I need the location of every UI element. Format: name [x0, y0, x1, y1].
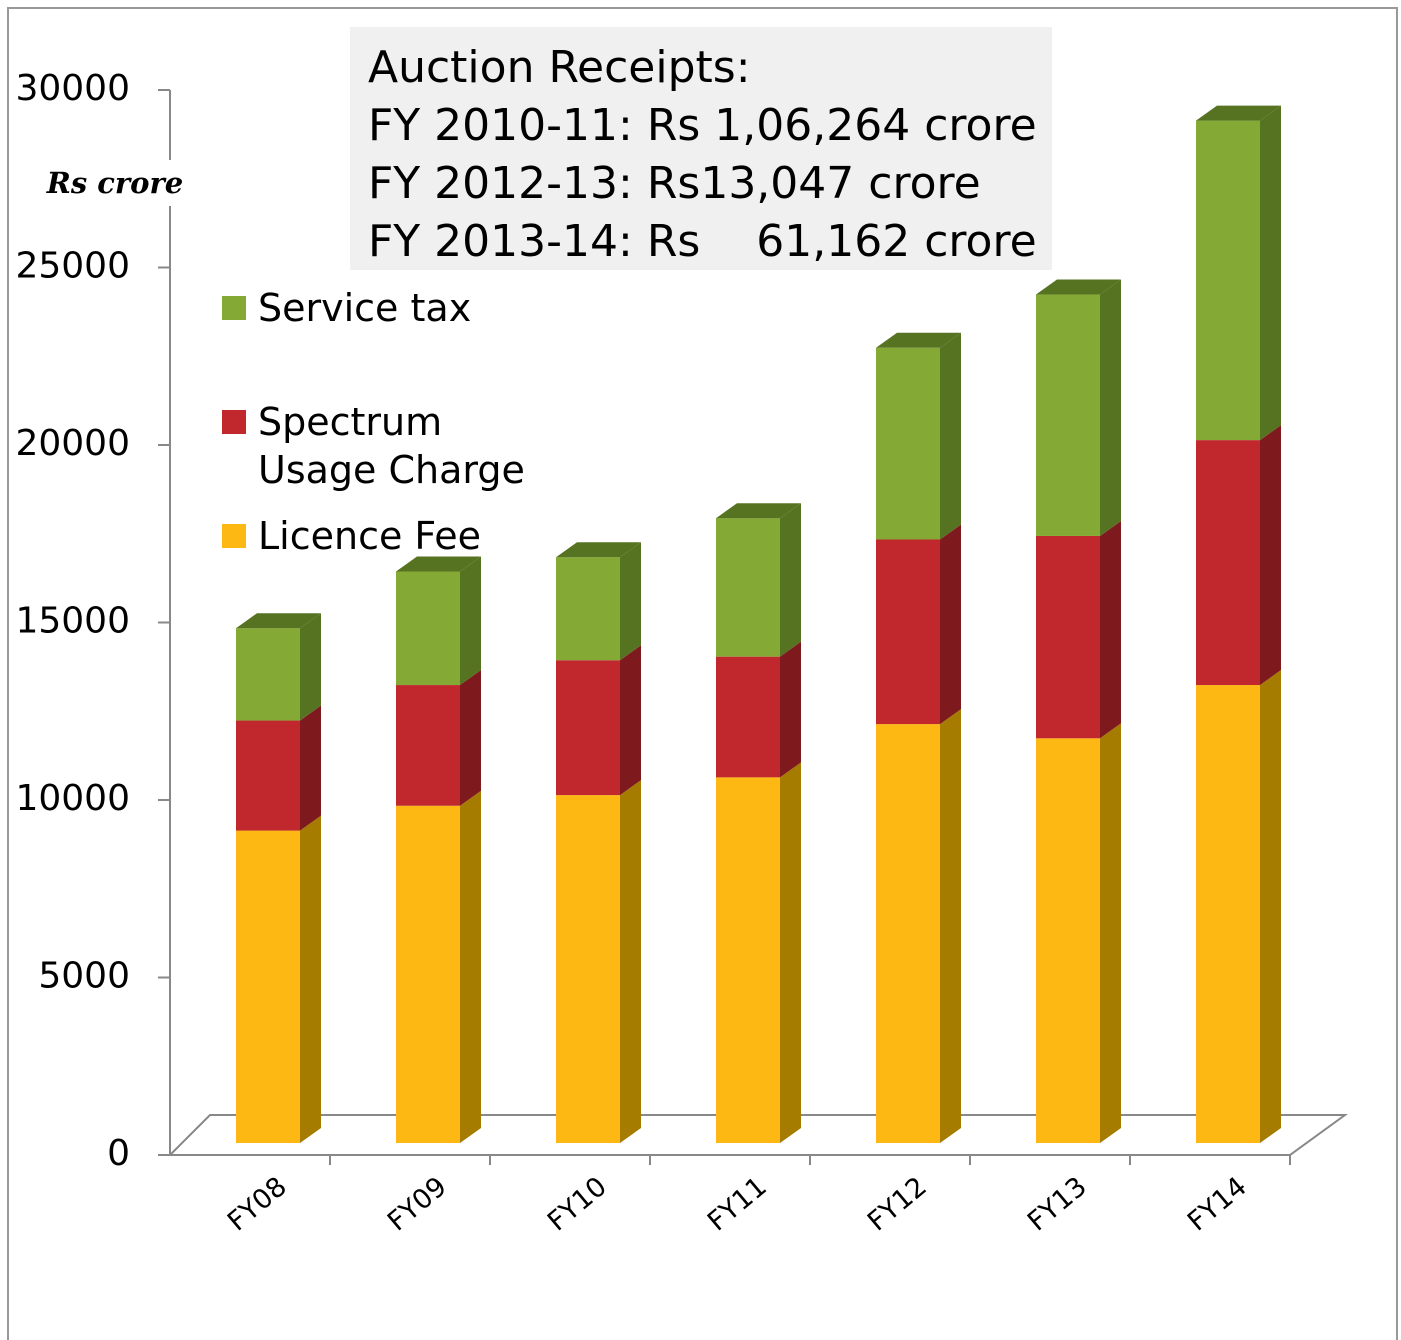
x-tick-label: FY13	[1022, 1171, 1093, 1237]
x-tick-label: FY10	[542, 1171, 613, 1237]
annotation-line: Auction Receipts:	[368, 42, 751, 93]
bar-side	[780, 503, 801, 657]
legend-item: Service tax	[222, 284, 582, 332]
bar-top	[1036, 279, 1121, 295]
bar-segment	[716, 518, 780, 657]
annotation-line: FY 2012-13: Rs13,047 crore	[368, 158, 981, 209]
bar-side	[460, 556, 481, 686]
legend-label: Spectrum Usage Charge	[258, 400, 525, 492]
y-axis-label: Rs crore	[40, 160, 190, 206]
bar-segment	[396, 685, 460, 806]
bar-segment	[236, 830, 300, 1143]
bar-top	[556, 542, 641, 558]
bar-side	[620, 542, 641, 661]
bar-side	[1260, 425, 1281, 686]
x-tick-label: FY12	[862, 1171, 933, 1237]
bar-side	[940, 709, 961, 1143]
y-tick-label: 15000	[15, 601, 130, 642]
legend-swatch	[222, 410, 246, 434]
legend-swatch	[222, 296, 246, 320]
bar-segment	[1196, 685, 1260, 1143]
bar-top	[876, 332, 961, 348]
bar-side	[940, 332, 961, 540]
y-tick-label: 30000	[15, 68, 130, 109]
x-tick-label: FY14	[1182, 1171, 1253, 1237]
bar-segment	[396, 805, 460, 1143]
y-tick-label: 25000	[15, 246, 130, 287]
bar-side	[1260, 105, 1281, 441]
annotation-line: FY 2013-14: Rs 61,162 crore	[368, 216, 1037, 267]
y-tick-label: 10000	[15, 778, 130, 819]
bar-segment	[1196, 120, 1260, 441]
legend-label: Service tax	[258, 286, 472, 330]
bar-segment	[556, 557, 620, 661]
bar-segment	[876, 347, 940, 540]
bar-side	[1260, 670, 1281, 1143]
y-tick-label: 20000	[15, 423, 130, 464]
bar-segment	[556, 660, 620, 796]
bar-side	[780, 641, 801, 778]
x-tick-label: FY08	[222, 1171, 293, 1237]
bar-side	[300, 705, 321, 831]
bar-side	[620, 780, 641, 1143]
bar-top	[396, 556, 481, 572]
bar-top	[236, 613, 321, 629]
bar-segment	[1196, 440, 1260, 686]
frame	[7, 7, 1398, 1340]
x-tick-label: FY09	[382, 1171, 453, 1237]
bar-side	[620, 645, 641, 796]
y-tick-label: 0	[107, 1133, 130, 1174]
bar-top	[1196, 105, 1281, 121]
bar-segment	[876, 724, 940, 1143]
annotation-box: Auction Receipts: FY 2010-11: Rs 1,06,264…	[350, 27, 1052, 270]
bar-top	[716, 503, 801, 519]
bar-side	[780, 762, 801, 1143]
bar-side	[300, 613, 321, 721]
bar-segment	[1036, 294, 1100, 536]
bar-side	[1100, 723, 1121, 1143]
bar-segment	[236, 628, 300, 721]
bar-segment	[236, 720, 300, 831]
bar-side	[460, 670, 481, 806]
annotation-line: FY 2010-11: Rs 1,06,264 crore	[368, 100, 1037, 151]
bar-segment	[716, 777, 780, 1143]
bar-segment	[716, 656, 780, 778]
bar-side	[1100, 520, 1121, 739]
bar-side	[460, 790, 481, 1143]
x-tick-label: FY11	[702, 1171, 773, 1237]
bar-side	[1100, 279, 1121, 536]
bar-segment	[1036, 535, 1100, 739]
bar-segment	[396, 571, 460, 686]
floor	[167, 1114, 1349, 1156]
legend-label: Licence Fee	[258, 514, 481, 558]
legend-item: Spectrum Usage Charge	[222, 398, 582, 494]
legend-swatch	[222, 524, 246, 548]
bar-side	[940, 524, 961, 725]
bar-segment	[1036, 738, 1100, 1143]
bar-segment	[556, 795, 620, 1143]
bar-side	[300, 815, 321, 1143]
legend-item: Licence Fee	[222, 512, 582, 560]
bar-segment	[876, 539, 940, 725]
y-tick-label: 5000	[38, 956, 130, 997]
